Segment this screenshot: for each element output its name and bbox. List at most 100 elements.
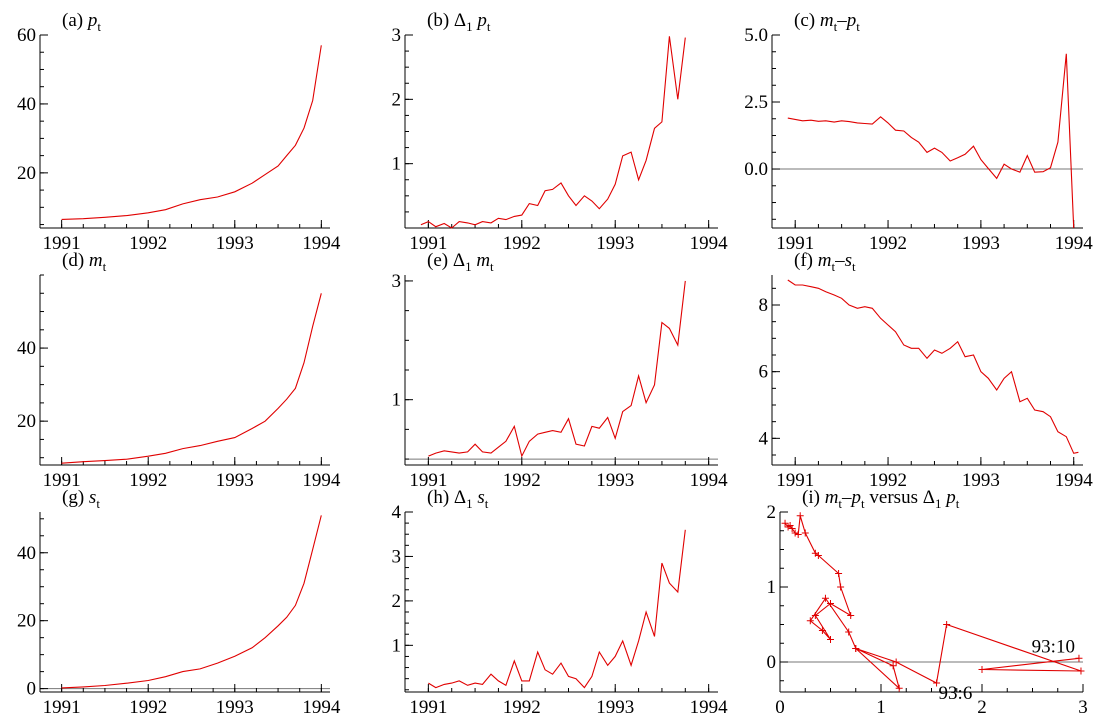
y-tick-label: 40 xyxy=(17,543,36,564)
panel-h: 1 2 3 4 1991 1992 1993 1994 (h) Δ1 st xyxy=(392,487,729,718)
x-tick-label: 1993 xyxy=(596,233,634,254)
y-tick-label: 40 xyxy=(17,338,36,359)
x-tick-label: 1991 xyxy=(409,470,447,491)
panel-title: (f) mt–st xyxy=(794,250,856,274)
panel-title: (h) Δ1 st xyxy=(427,487,489,511)
data-point xyxy=(1077,667,1085,675)
panel-title: (c) mt–pt xyxy=(794,10,860,34)
data-point xyxy=(837,583,845,591)
y-tick-label: 1 xyxy=(392,154,402,175)
x-tick-label: 1994 xyxy=(690,697,729,718)
data-point xyxy=(889,662,897,670)
y-tick-label: 6 xyxy=(759,362,769,383)
panel-c: 0.0 2.5 5.0 1991 1992 1993 1994 (c) mt–pt xyxy=(744,10,1093,254)
y-tick-label: 4 xyxy=(392,502,402,523)
y-tick-label: 8 xyxy=(759,295,769,316)
y-tick-label: 2 xyxy=(392,591,402,612)
panel-g: 0 20 40 1991 1992 1993 1994 (g) st xyxy=(17,487,341,718)
data-point xyxy=(791,529,799,537)
data-point xyxy=(801,529,809,537)
x-tick-label: 1992 xyxy=(129,697,167,718)
panel-d: 20 40 1991 1992 1993 1994 (d) mt xyxy=(17,250,341,491)
data-point xyxy=(827,600,834,607)
x-tick-label: 1991 xyxy=(409,697,447,718)
y-tick-label: 0 xyxy=(767,652,777,673)
series-line xyxy=(420,36,686,229)
x-tick-label: 1991 xyxy=(43,233,81,254)
x-tick-label: 1992 xyxy=(503,233,541,254)
x-tick-label: 3 xyxy=(1078,697,1088,718)
x-tick-label: 1994 xyxy=(690,470,729,491)
x-tick-label: 1991 xyxy=(776,233,814,254)
y-tick-label: 2 xyxy=(392,89,402,110)
y-tick-label: 20 xyxy=(17,611,36,632)
y-tick-label: 60 xyxy=(17,25,36,46)
data-point xyxy=(796,512,804,520)
annotation: 93:6 xyxy=(939,683,973,704)
panel-title: (i) mt–pt versus Δ1 pt xyxy=(802,487,960,511)
x-tick-label: 1993 xyxy=(216,470,254,491)
x-tick-label: 1993 xyxy=(962,233,1000,254)
y-tick-label: 20 xyxy=(17,163,36,184)
data-point xyxy=(933,679,941,687)
data-point xyxy=(892,658,900,666)
y-tick-label: 20 xyxy=(17,411,36,432)
panel-a: 20 40 60 1991 1992 1993 1994 (a) pt xyxy=(17,10,341,254)
x-tick-label: 1991 xyxy=(43,470,81,491)
x-tick-label: 1991 xyxy=(776,470,814,491)
data-point xyxy=(845,628,853,636)
x-tick-label: 1994 xyxy=(302,697,341,718)
x-tick-label: 1994 xyxy=(1055,233,1094,254)
y-tick-label: 1 xyxy=(767,577,777,598)
y-tick-label: 1 xyxy=(392,390,402,411)
data-point xyxy=(847,612,855,619)
x-tick-label: 1993 xyxy=(216,233,254,254)
y-tick-label: 5.0 xyxy=(744,25,768,46)
data-point xyxy=(788,525,796,532)
series-line xyxy=(61,293,322,464)
series-line xyxy=(428,280,686,458)
panel-title: (a) pt xyxy=(62,10,101,34)
data-point xyxy=(781,519,789,527)
y-tick-label: 0 xyxy=(27,679,37,700)
x-tick-label: 1994 xyxy=(302,233,341,254)
y-tick-label: 1 xyxy=(392,635,402,656)
series-line xyxy=(787,279,1079,454)
y-tick-label: 2 xyxy=(767,502,777,523)
x-tick-label: 1993 xyxy=(216,697,254,718)
x-tick-label: 1992 xyxy=(503,697,541,718)
x-tick-label: 1993 xyxy=(596,470,634,491)
x-tick-label: 0 xyxy=(775,697,785,718)
y-tick-label: 3 xyxy=(392,271,402,292)
series-line xyxy=(61,45,322,220)
y-tick-label: 3 xyxy=(392,25,402,46)
x-tick-label: 1994 xyxy=(302,470,341,491)
data-point xyxy=(794,531,802,538)
panel-title: (g) st xyxy=(62,487,100,511)
x-tick-label: 1993 xyxy=(596,697,634,718)
x-tick-label: 2 xyxy=(977,697,987,718)
data-point xyxy=(852,645,860,652)
y-tick-label: 4 xyxy=(759,428,769,449)
data-point xyxy=(1075,654,1083,662)
y-tick-label: 40 xyxy=(17,94,36,115)
x-tick-label: 1993 xyxy=(962,470,1000,491)
panel-title: (e) Δ1 mt xyxy=(427,250,494,274)
panel-e: 1 3 1991 1992 1993 1994 (e) Δ1 mt xyxy=(392,250,729,491)
annotation: 93:10 xyxy=(1032,636,1075,657)
y-tick-label: 2.5 xyxy=(744,92,768,113)
series-line xyxy=(61,515,322,689)
data-point xyxy=(895,684,903,692)
x-tick-label: 1 xyxy=(876,697,886,718)
x-tick-label: 1991 xyxy=(409,233,447,254)
x-tick-label: 1992 xyxy=(869,470,907,491)
data-point xyxy=(818,627,826,634)
series-line xyxy=(787,53,1075,229)
data-point xyxy=(821,594,829,602)
data-point xyxy=(835,570,843,577)
panel-title: (d) mt xyxy=(62,250,107,274)
x-tick-label: 1992 xyxy=(129,233,167,254)
series-line xyxy=(428,529,686,689)
x-tick-label: 1994 xyxy=(1055,470,1094,491)
